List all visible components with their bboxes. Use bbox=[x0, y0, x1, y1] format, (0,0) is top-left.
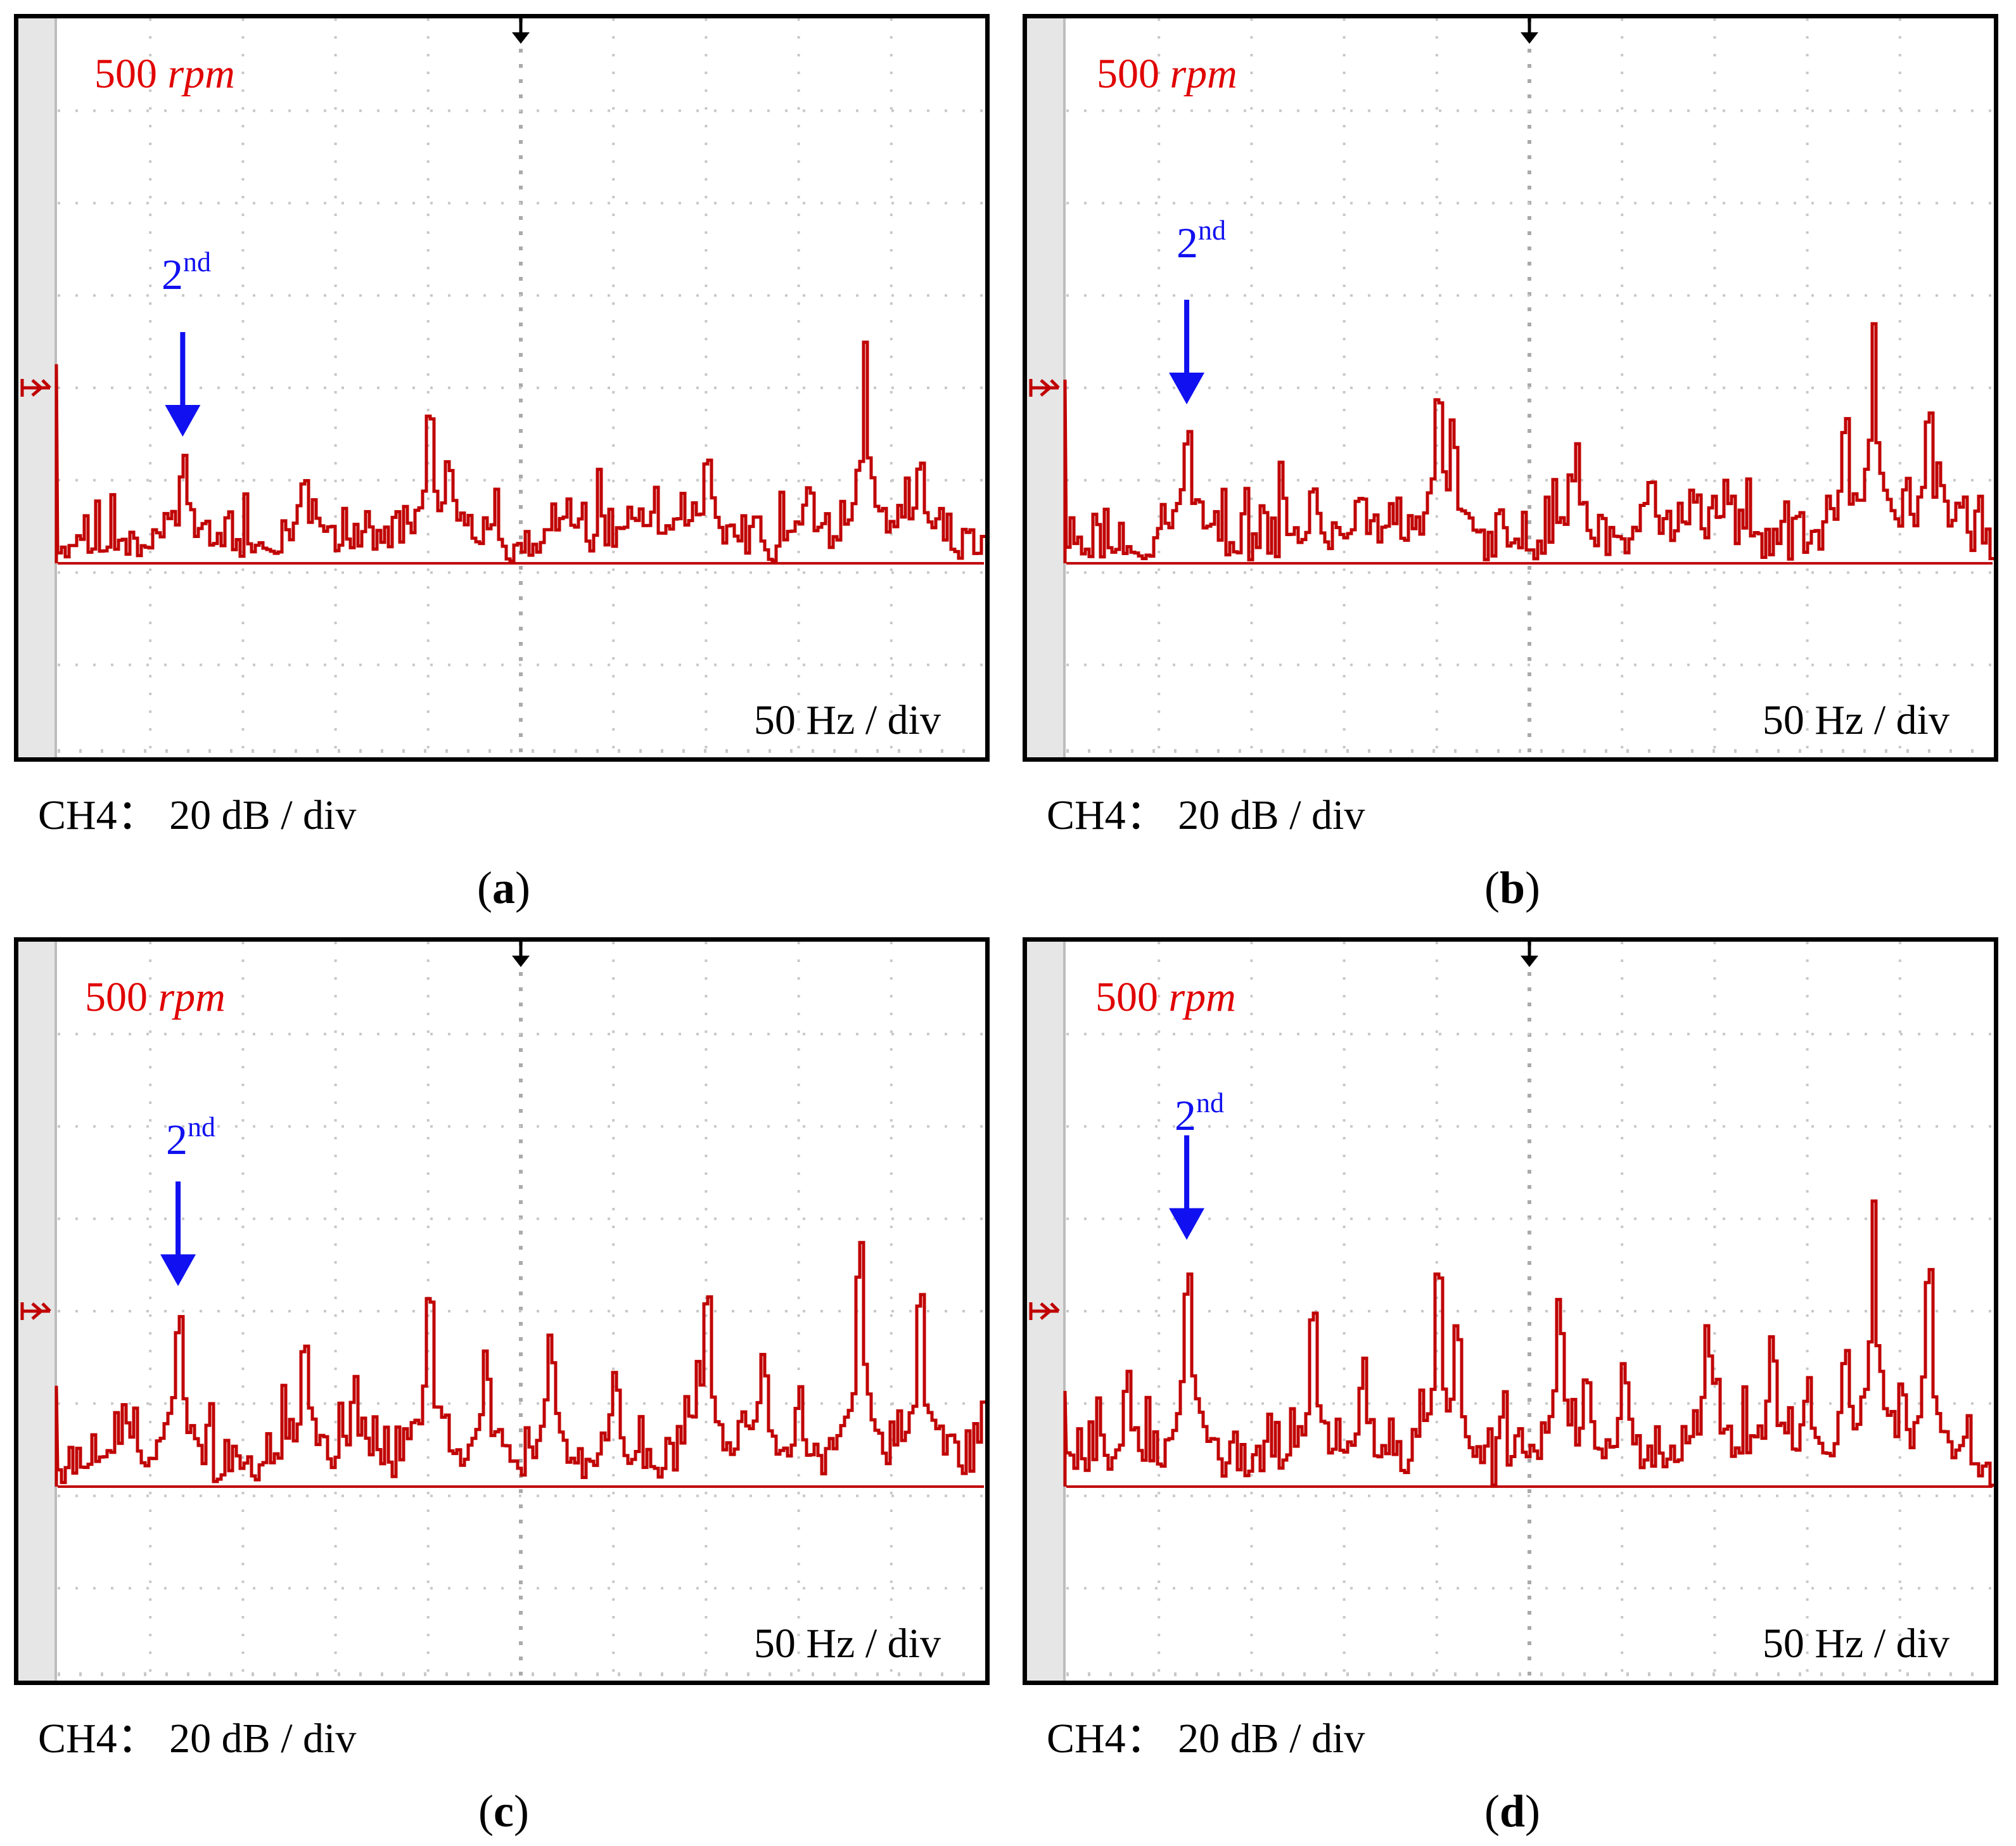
speed-label: 500 rpm bbox=[94, 51, 235, 97]
panel-caption: (a) bbox=[477, 862, 530, 913]
trigger-marker-icon bbox=[1521, 956, 1538, 967]
harmonic-annotation: 2nd bbox=[1175, 1087, 1224, 1139]
channel-scale-label: CH4： 20 dB / div bbox=[38, 1715, 357, 1762]
speed-label: 500 rpm bbox=[1097, 51, 1237, 97]
spectrum-trace bbox=[54, 1241, 985, 1487]
panel-caption: (c) bbox=[478, 1786, 529, 1836]
trigger-marker-icon bbox=[512, 32, 530, 44]
spectrum-plot-b bbox=[1027, 18, 1994, 757]
spectrum-trace bbox=[1063, 1199, 1994, 1487]
speed-label: 500 rpm bbox=[85, 974, 226, 1020]
annotation-arrow-head-icon bbox=[165, 405, 201, 437]
channel-scale-label: CH4： 20 dB / div bbox=[1047, 1715, 1365, 1762]
panel-d: 500 rpm 50 Hz / div 2nd CH4： 20 dB / div… bbox=[1009, 923, 2016, 1846]
reference-marker-icon bbox=[1029, 1302, 1060, 1320]
reference-marker-icon bbox=[1029, 379, 1060, 397]
channel-scale-label: CH4： 20 dB / div bbox=[38, 792, 357, 838]
spectrum-plot-d bbox=[1027, 942, 1994, 1681]
scope-screen-c: 500 rpm 50 Hz / div bbox=[14, 937, 990, 1685]
harmonic-annotation: 2nd bbox=[1177, 215, 1226, 267]
harmonic-annotation: 2nd bbox=[166, 1112, 215, 1163]
trigger-marker-icon bbox=[512, 956, 530, 967]
scope-screen-b: 500 rpm 50 Hz / div bbox=[1023, 14, 1998, 762]
reference-marker-icon bbox=[20, 1302, 51, 1320]
spectrum-plot-c bbox=[18, 942, 985, 1681]
annotation-arrow-head-icon bbox=[1169, 373, 1205, 405]
panel-caption: (b) bbox=[1484, 862, 1540, 913]
scope-screen-a: 500 rpm 50 Hz / div bbox=[14, 14, 990, 762]
panel-a: 500 rpm 50 Hz / div 2nd CH4： 20 dB / div… bbox=[0, 0, 1007, 923]
channel-scale-label: CH4： 20 dB / div bbox=[1047, 792, 1365, 838]
panel-c: 500 rpm 50 Hz / div 2nd CH4： 20 dB / div… bbox=[0, 923, 1007, 1846]
panel-caption: (d) bbox=[1484, 1786, 1540, 1836]
frequency-scale-label: 50 Hz / div bbox=[753, 697, 941, 743]
annotation-arrow-head-icon bbox=[160, 1254, 196, 1286]
spectrum-plot-a bbox=[18, 18, 985, 757]
reference-marker-icon bbox=[20, 379, 51, 397]
speed-label: 500 rpm bbox=[1095, 974, 1236, 1020]
harmonic-annotation: 2nd bbox=[162, 247, 211, 298]
frequency-scale-label: 50 Hz / div bbox=[1762, 697, 1949, 743]
frequency-scale-label: 50 Hz / div bbox=[753, 1620, 941, 1667]
scope-screen-d: 500 rpm 50 Hz / div bbox=[1023, 937, 1998, 1685]
spectrum-trace bbox=[54, 340, 985, 563]
spectrum-trace bbox=[1063, 322, 1994, 563]
panel-b: 500 rpm 50 Hz / div 2nd CH4： 20 dB / div… bbox=[1009, 0, 2016, 923]
frequency-scale-label: 50 Hz / div bbox=[1762, 1620, 1949, 1667]
annotation-arrow-head-icon bbox=[1169, 1208, 1205, 1240]
trigger-marker-icon bbox=[1521, 32, 1538, 44]
